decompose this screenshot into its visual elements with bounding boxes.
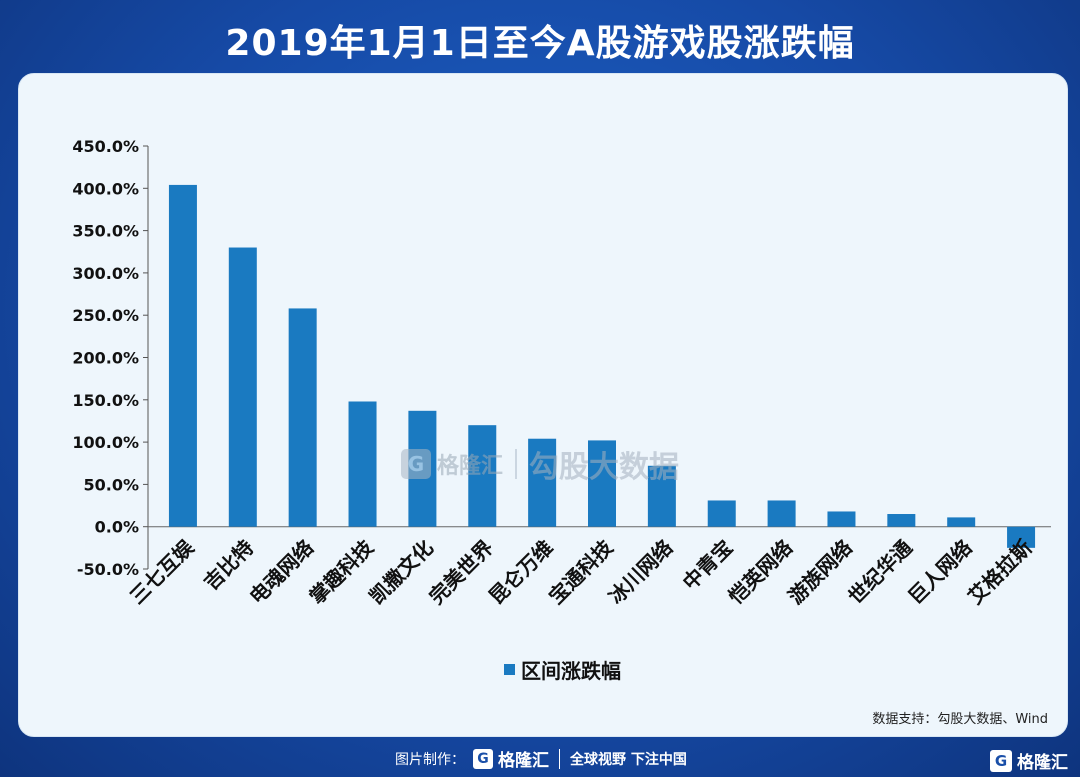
page-title: 2019年1月1日至今A股游戏股涨跌幅 [225,23,855,64]
y-tick-label: 150.0% [72,391,139,410]
bar [947,517,976,527]
category-label: 电魂网络 [245,535,319,609]
bar [408,410,437,527]
bar [288,308,317,527]
footer-label: 图片制作： [395,751,465,768]
category-label: 冰川网络 [604,535,678,609]
y-tick-label: 400.0% [72,179,139,198]
corner-brand: G 格隆汇 [990,748,1068,773]
bar [228,247,257,527]
bar-chart: 450.0% 400.0% 350.0% 300.0% 250.0% 200.0% 150.… [72,137,1051,609]
category-label: 恺英网络 [724,535,798,609]
bar [1007,526,1036,548]
category-label: 宝通科技 [544,535,618,609]
bar [887,514,916,527]
corner-logo-icon: G [990,749,1012,772]
bar [168,184,197,527]
bar [827,511,856,527]
category-label: 艾格拉斯 [963,535,1037,609]
y-tick-label: 250.0% [72,306,139,325]
bar [468,425,497,527]
category-label: 世纪华通 [843,535,917,609]
category-label: 巨人网络 [903,535,977,609]
bar [348,401,377,527]
footer-slogan: 全球视野 下注中国 [570,751,687,768]
category-label: 完美世界 [424,535,498,609]
legend-swatch [504,664,515,675]
y-tick-label: 0.0% [95,518,139,537]
footer-brand: 格隆汇 [498,751,549,771]
bar [528,438,557,527]
bar [767,500,796,527]
y-tick-label: 200.0% [72,349,139,368]
y-tick-label: 300.0% [72,264,139,283]
corner-brand-text: 格隆汇 [1017,753,1068,773]
footer-divider [559,748,560,769]
category-label: 凯撒文化 [364,535,438,609]
category-label: 游族网络 [783,535,857,609]
chart-legend: 区间涨跌幅 [504,655,621,684]
y-tick-label: 450.0% [72,137,139,156]
y-tick-label: 50.0% [83,475,139,494]
bar [647,465,676,527]
category-label: 昆仑万维 [484,535,558,609]
category-label: 掌趣科技 [305,535,379,609]
y-tick-label: 350.0% [72,222,139,241]
y-tick-label: 100.0% [72,433,139,452]
legend-label: 区间涨跌幅 [521,659,621,683]
y-tick-label: -50.0% [77,560,139,579]
footer-logo-icon: G [473,748,493,769]
bar [707,500,736,527]
footer: 图片制作： G 格隆汇 全球视野 下注中国 [0,740,1080,777]
chart-panel: 450.0% 400.0% 350.0% 300.0% 250.0% 200.0% 150.… [18,73,1068,737]
bar [588,440,616,527]
source-note: 数据支持：勾股大数据、Wind [872,712,1048,727]
